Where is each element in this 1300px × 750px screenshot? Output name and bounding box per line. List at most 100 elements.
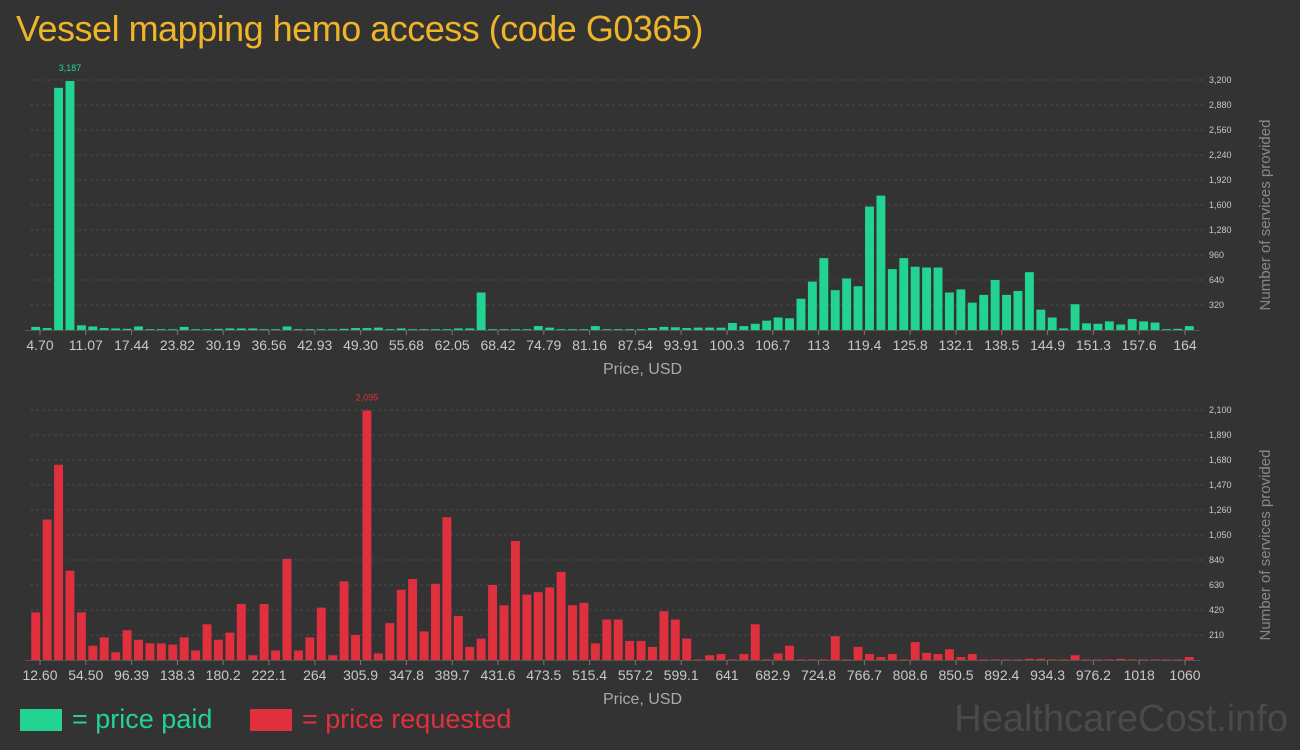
requested-xtick-label: 96.39 bbox=[114, 667, 149, 683]
paid-bar bbox=[910, 266, 920, 330]
paid-bar bbox=[316, 329, 326, 330]
requested-xtick-label: 389.7 bbox=[435, 667, 470, 683]
paid-xtick-label: 151.3 bbox=[1076, 337, 1111, 353]
paid-xtick-label: 87.54 bbox=[618, 337, 653, 353]
requested-bar bbox=[568, 605, 577, 660]
paid-bar bbox=[853, 286, 863, 330]
paid-bar bbox=[819, 258, 829, 330]
requested-bar bbox=[488, 585, 498, 660]
paid-ytick-label: 2,880 bbox=[1209, 100, 1232, 110]
paid-bar bbox=[842, 278, 852, 330]
requested-bar bbox=[682, 638, 692, 660]
requested-ytick-label: 1,890 bbox=[1209, 430, 1232, 440]
requested-bar bbox=[1036, 658, 1046, 660]
requested-xtick-label: 473.5 bbox=[526, 667, 561, 683]
paid-bar bbox=[259, 329, 269, 330]
requested-bar bbox=[202, 624, 212, 660]
paid-bar bbox=[762, 320, 772, 330]
requested-bar bbox=[842, 659, 852, 660]
paid-bar bbox=[465, 328, 475, 330]
paid-bar bbox=[248, 328, 258, 330]
requested-bar bbox=[830, 636, 840, 660]
requested-xtick-label: 766.7 bbox=[847, 667, 882, 683]
chart-title: Vessel mapping hemo access (code G0365) bbox=[16, 8, 703, 49]
requested-xtick-label: 850.5 bbox=[938, 667, 973, 683]
requested-xtick-label: 264 bbox=[303, 667, 327, 683]
paid-bar bbox=[362, 328, 372, 330]
requested-bar bbox=[887, 654, 897, 660]
requested-bar bbox=[716, 654, 726, 660]
requested-bar bbox=[1024, 658, 1034, 660]
paid-bar bbox=[807, 281, 817, 330]
paid-bar bbox=[556, 329, 566, 330]
paid-bar bbox=[785, 318, 794, 330]
paid-bar bbox=[408, 329, 418, 330]
requested-bar bbox=[65, 570, 75, 660]
requested-ytick-label: 1,260 bbox=[1209, 505, 1232, 515]
paid-xtick-label: 49.30 bbox=[343, 337, 378, 353]
requested-bar bbox=[156, 643, 166, 660]
requested-bar bbox=[465, 646, 475, 660]
paid-bar bbox=[693, 327, 703, 330]
paid-bar bbox=[31, 326, 41, 330]
paid-bar bbox=[705, 327, 715, 330]
requested-bar bbox=[282, 558, 292, 660]
paid-bar bbox=[545, 327, 555, 330]
legend-requested-label: = price requested bbox=[302, 704, 512, 734]
paid-ytick-label: 1,280 bbox=[1209, 225, 1232, 235]
paid-xtick-label: 81.16 bbox=[572, 337, 607, 353]
requested-bar bbox=[396, 589, 406, 660]
paid-xtick-label: 132.1 bbox=[938, 337, 973, 353]
requested-y-axis-label: Number of services provided bbox=[1257, 450, 1274, 641]
requested-xtick-label: 222.1 bbox=[251, 667, 286, 683]
paid-bar bbox=[339, 328, 349, 330]
paid-xtick-label: 55.68 bbox=[389, 337, 424, 353]
paid-bar bbox=[899, 258, 909, 330]
requested-bar bbox=[76, 612, 86, 660]
paid-bar bbox=[876, 195, 886, 330]
paid-xtick-label: 157.6 bbox=[1122, 337, 1157, 353]
paid-bar bbox=[933, 267, 943, 330]
requested-bar bbox=[933, 654, 943, 660]
requested-bar bbox=[88, 645, 98, 660]
requested-bar bbox=[225, 632, 235, 660]
paid-bar bbox=[1013, 290, 1023, 330]
requested-bar bbox=[42, 519, 52, 660]
requested-bar bbox=[659, 611, 669, 660]
paid-xtick-label: 62.05 bbox=[435, 337, 470, 353]
paid-bar bbox=[682, 328, 692, 330]
requested-bar bbox=[785, 645, 794, 660]
requested-bar bbox=[1002, 659, 1011, 660]
requested-bar bbox=[1127, 659, 1137, 660]
requested-bar bbox=[750, 624, 760, 660]
requested-bar bbox=[373, 653, 383, 660]
requested-xtick-label: 724.8 bbox=[801, 667, 836, 683]
paid-bar bbox=[648, 328, 657, 330]
legend-paid-swatch bbox=[20, 708, 62, 731]
requested-bar bbox=[145, 643, 155, 660]
paid-bar bbox=[65, 81, 75, 330]
requested-bar bbox=[1173, 659, 1183, 660]
requested-bar bbox=[339, 581, 349, 660]
requested-bar bbox=[899, 659, 909, 660]
requested-bar bbox=[773, 653, 783, 660]
paid-bar bbox=[191, 329, 201, 330]
requested-ytick-label: 1,680 bbox=[1209, 455, 1232, 465]
requested-bar bbox=[990, 659, 1000, 660]
paid-bar bbox=[830, 290, 840, 330]
requested-xtick-label: 180.2 bbox=[206, 667, 241, 683]
paid-ytick-label: 3,200 bbox=[1209, 75, 1232, 85]
requested-xtick-label: 347.8 bbox=[389, 667, 424, 683]
requested-bar bbox=[590, 643, 600, 660]
paid-bar bbox=[1036, 309, 1046, 330]
requested-xtick-label: 682.9 bbox=[755, 667, 790, 683]
paid-xtick-label: 164 bbox=[1173, 337, 1197, 353]
requested-xtick-label: 808.6 bbox=[893, 667, 928, 683]
paid-bar bbox=[636, 329, 646, 330]
paid-bar bbox=[385, 329, 395, 330]
paid-bar bbox=[750, 323, 760, 330]
requested-xtick-label: 305.9 bbox=[343, 667, 378, 683]
requested-bar bbox=[1093, 659, 1103, 660]
requested-bar bbox=[54, 464, 64, 660]
paid-bar bbox=[716, 327, 726, 330]
